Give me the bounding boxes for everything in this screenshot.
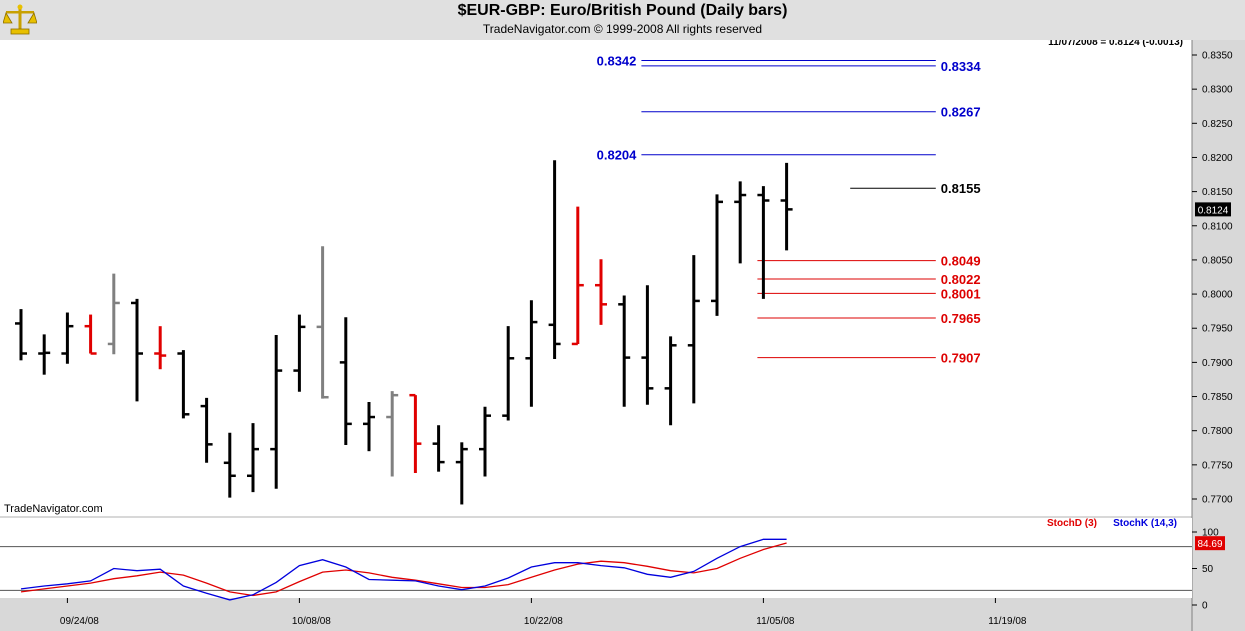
date-tick-label: 09/24/08 bbox=[60, 616, 99, 627]
last-price-label: 0.8124 bbox=[1198, 205, 1229, 216]
ohlc-bar bbox=[293, 314, 306, 392]
price-tick-label: 0.8200 bbox=[1202, 153, 1233, 164]
ohlc-bar bbox=[525, 300, 538, 407]
ohlc-bar bbox=[780, 162, 793, 251]
price-panel bbox=[0, 40, 1192, 516]
price-tick-label: 0.7800 bbox=[1202, 426, 1233, 437]
ohlc-bar bbox=[131, 298, 143, 402]
stochastic-panel bbox=[0, 518, 1192, 598]
ohlc-bar bbox=[339, 317, 352, 446]
ohlc-bar bbox=[61, 312, 74, 364]
stoch-last-label: 84.69 bbox=[1197, 539, 1222, 550]
ohlc-bar bbox=[270, 335, 283, 489]
price-tick-label: 0.7700 bbox=[1202, 495, 1233, 506]
date-axis: 09/24/08 10/08/08 10/22/08 11/05/08 11/19/08 bbox=[60, 598, 1027, 627]
ohlc-bar bbox=[641, 285, 654, 405]
ohlc-bars bbox=[15, 160, 793, 505]
ohlc-bar bbox=[618, 295, 631, 407]
date-tick-label: 11/19/08 bbox=[988, 616, 1027, 627]
stoch-k-legend: StochK (14,3) bbox=[1113, 518, 1177, 529]
ohlc-bar bbox=[757, 186, 770, 299]
ohlc-bar bbox=[734, 181, 747, 264]
ohlc-bar bbox=[386, 391, 399, 477]
ohlc-bar bbox=[223, 432, 236, 498]
support-resistance-levels: 0.8342 0.8334 0.8267 0.8204 0.8155 0.8049 0.80… bbox=[597, 53, 982, 365]
price-tick-label: 0.8250 bbox=[1202, 119, 1233, 130]
stoch-tick-label: 100 bbox=[1202, 528, 1219, 539]
price-tick-label: 0.7750 bbox=[1202, 460, 1233, 471]
chart-title: $EUR-GBP: Euro/British Pound (Daily bars… bbox=[457, 2, 788, 19]
stoch-last-badge bbox=[1195, 536, 1225, 551]
price-tick-label: 0.7950 bbox=[1202, 324, 1233, 335]
price-tick-label: 0.8000 bbox=[1202, 290, 1233, 301]
ohlc-bar bbox=[316, 246, 329, 399]
level-label: 0.8267 bbox=[941, 105, 981, 120]
level-label: 0.8049 bbox=[941, 254, 981, 269]
ohlc-bar bbox=[177, 350, 190, 419]
price-tick-label: 0.8350 bbox=[1202, 51, 1233, 62]
trade-navigator-scales-icon bbox=[3, 4, 37, 35]
date-tick-label: 11/05/08 bbox=[756, 616, 795, 627]
ohlc-bar bbox=[247, 423, 259, 493]
ohlc-bar bbox=[711, 194, 723, 316]
ohlc-bar bbox=[38, 334, 51, 375]
stoch-d-line bbox=[20, 542, 787, 597]
ohlc-bar bbox=[432, 425, 445, 472]
ohlc-bar bbox=[479, 406, 491, 477]
ohlc-bar bbox=[107, 273, 120, 355]
level-label: 0.7907 bbox=[941, 351, 981, 366]
stoch-d-legend: StochD (3) bbox=[1047, 518, 1097, 529]
status-readout: 11/07/2008 = 0.8124 (-0.0013) bbox=[1048, 40, 1183, 48]
price-tick-label: 0.8300 bbox=[1202, 85, 1233, 96]
ohlc-bar bbox=[664, 336, 677, 426]
price-tick-label: 0.7900 bbox=[1202, 358, 1233, 369]
price-tick-label: 0.8050 bbox=[1202, 255, 1233, 266]
ohlc-bar bbox=[595, 259, 607, 325]
chart-subtitle: TradeNavigator.com © 1999-2008 All right… bbox=[482, 22, 763, 36]
ohlc-bar bbox=[409, 393, 422, 474]
level-label: 0.7965 bbox=[941, 311, 981, 326]
price-tick-label: 0.8150 bbox=[1202, 187, 1233, 198]
price-tick-label: 0.8100 bbox=[1202, 221, 1233, 232]
level-label: 0.8001 bbox=[941, 286, 981, 301]
level-label: 0.8155 bbox=[941, 181, 981, 196]
level-label: 0.8342 bbox=[597, 53, 637, 68]
ohlc-bar bbox=[84, 314, 97, 355]
level-label: 0.8334 bbox=[941, 59, 982, 74]
ohlc-bar bbox=[455, 442, 468, 505]
ohlc-bar bbox=[363, 402, 375, 452]
ohlc-bar bbox=[502, 326, 515, 421]
stochastic-lines: 100 50 0 84.69 bbox=[0, 528, 1225, 612]
chart-area: 11/07/2008 = 0.8124 (-0.0013) TradeNavig… bbox=[0, 40, 1233, 631]
level-label: 0.8022 bbox=[941, 272, 981, 287]
ohlc-bar bbox=[548, 160, 561, 359]
date-tick-label: 10/08/08 bbox=[292, 616, 331, 627]
ohlc-bar bbox=[571, 206, 584, 346]
last-price-badge bbox=[1195, 202, 1231, 217]
ohlc-bar bbox=[154, 326, 167, 370]
date-tick-label: 10/22/08 bbox=[524, 616, 563, 627]
chart-header: $EUR-GBP: Euro/British Pound (Daily bars… bbox=[0, 0, 1245, 40]
stoch-tick-label: 50 bbox=[1202, 564, 1214, 575]
ohlc-bar bbox=[687, 255, 700, 404]
watermark: TradeNavigator.com bbox=[4, 503, 103, 515]
price-tick-label: 0.7850 bbox=[1202, 392, 1233, 403]
stoch-k-line bbox=[20, 538, 787, 601]
ohlc-bar bbox=[15, 309, 27, 361]
level-label: 0.8204 bbox=[597, 148, 638, 163]
stoch-tick-label: 0 bbox=[1202, 601, 1208, 612]
ohlc-bar bbox=[200, 397, 213, 463]
price-axis: 0.8350 0.8300 0.8250 0.8200 0.8150 0.8100 0.80… bbox=[1192, 51, 1233, 506]
